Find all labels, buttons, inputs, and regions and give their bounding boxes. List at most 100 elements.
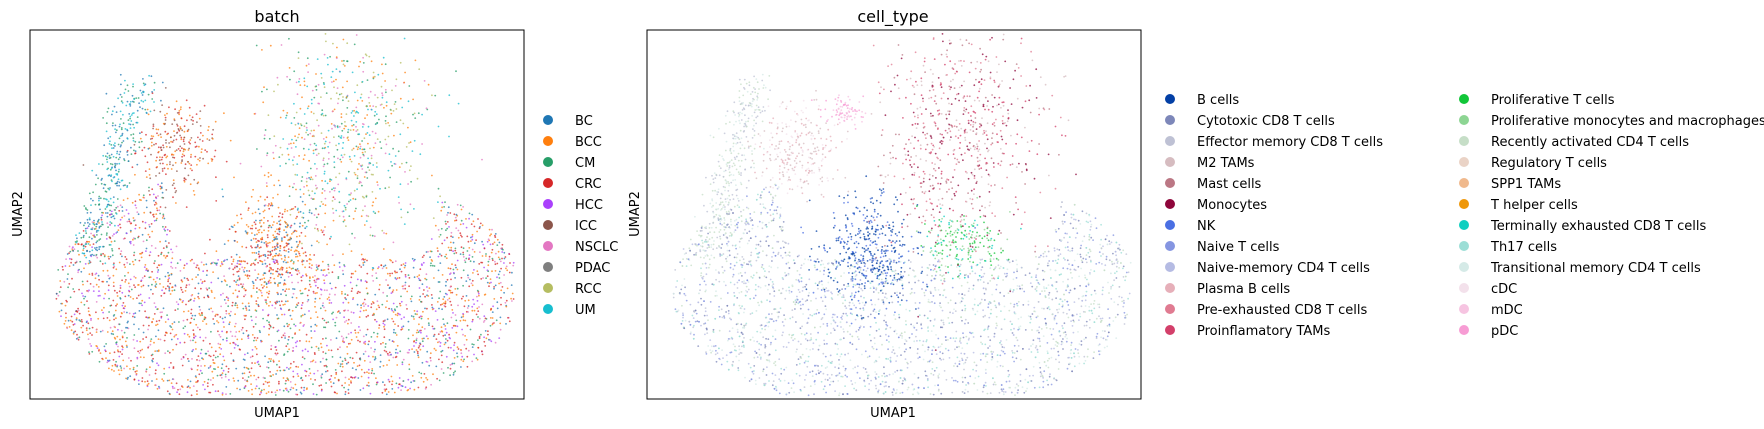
- point-batch: [483, 247, 486, 250]
- point-batch: [404, 281, 407, 284]
- point-batch: [110, 216, 113, 219]
- point-batch: [121, 210, 124, 212]
- point-batch: [320, 96, 322, 98]
- point-cell-type: [961, 381, 964, 383]
- point-batch: [168, 379, 171, 382]
- point-batch: [279, 273, 282, 276]
- point-batch: [104, 208, 107, 210]
- point-batch: [89, 343, 91, 345]
- point-batch: [344, 121, 346, 123]
- point-batch: [298, 252, 301, 255]
- point-batch: [96, 240, 99, 243]
- point-batch: [196, 264, 199, 267]
- point-batch: [321, 317, 324, 320]
- point-batch: [68, 252, 70, 255]
- point-cell-type: [1015, 336, 1018, 339]
- point-batch: [223, 326, 225, 328]
- point-batch: [130, 114, 133, 116]
- point-batch: [321, 373, 324, 376]
- point-batch: [123, 367, 125, 370]
- point-batch: [410, 300, 413, 303]
- point-batch: [421, 337, 424, 340]
- point-batch: [108, 319, 111, 322]
- point-batch: [173, 289, 176, 292]
- point-batch: [142, 331, 145, 334]
- point-batch: [122, 122, 125, 125]
- point-batch: [170, 140, 173, 143]
- point-batch: [374, 142, 377, 145]
- point-batch: [264, 380, 267, 383]
- point-batch: [325, 136, 328, 139]
- point-batch: [196, 359, 198, 361]
- point-batch: [183, 130, 186, 133]
- point-batch: [114, 128, 116, 131]
- point-batch: [144, 221, 147, 224]
- point-batch: [112, 299, 115, 302]
- point-batch: [156, 132, 158, 135]
- point-batch: [187, 357, 189, 360]
- point-batch: [272, 359, 275, 362]
- point-batch: [106, 215, 109, 218]
- point-batch: [95, 311, 97, 314]
- point-batch: [150, 135, 153, 137]
- point-batch: [168, 286, 171, 289]
- point-batch: [480, 278, 483, 280]
- point-batch: [301, 260, 303, 263]
- point-batch: [288, 238, 291, 241]
- point-batch: [136, 340, 139, 342]
- point-batch: [341, 292, 343, 295]
- point-batch: [116, 152, 118, 155]
- point-batch: [511, 292, 514, 295]
- point-batch: [147, 382, 150, 385]
- point-batch: [500, 303, 502, 306]
- point-batch: [344, 206, 347, 209]
- point-batch: [420, 300, 422, 303]
- point-cell-type: [1124, 279, 1126, 282]
- point-batch: [150, 288, 152, 291]
- point-batch: [126, 378, 129, 380]
- point-batch: [242, 283, 245, 286]
- point-batch: [120, 127, 123, 129]
- point-batch: [350, 192, 352, 195]
- point-batch: [399, 97, 402, 100]
- point-batch: [172, 378, 175, 381]
- point-batch: [120, 179, 123, 182]
- point-batch: [279, 282, 282, 284]
- point-batch: [99, 352, 102, 354]
- point-batch: [239, 388, 241, 391]
- point-cell-type: [1043, 287, 1046, 290]
- point-batch: [383, 328, 386, 331]
- point-batch: [308, 177, 310, 179]
- point-batch: [388, 307, 390, 310]
- point-batch: [116, 205, 119, 208]
- point-batch: [286, 147, 289, 150]
- point-batch: [334, 324, 337, 327]
- point-batch: [270, 174, 272, 177]
- point-batch: [254, 246, 257, 249]
- point-batch: [400, 264, 403, 266]
- point-batch: [367, 305, 370, 307]
- point-batch: [195, 323, 198, 326]
- point-batch: [341, 86, 344, 89]
- point-batch: [145, 239, 148, 242]
- point-batch: [314, 379, 316, 381]
- point-batch: [422, 380, 425, 383]
- point-batch: [239, 263, 242, 266]
- point-cell-type: [680, 288, 683, 291]
- point-batch: [236, 338, 239, 341]
- point-batch: [392, 331, 395, 334]
- point-batch: [85, 232, 88, 235]
- point-batch: [300, 315, 303, 318]
- point-batch: [172, 196, 174, 199]
- point-batch: [408, 368, 411, 371]
- point-batch: [476, 289, 479, 292]
- point-batch: [106, 232, 108, 235]
- point-batch: [257, 253, 260, 256]
- point-batch: [71, 247, 74, 250]
- point-batch: [139, 137, 142, 140]
- point-batch: [191, 314, 194, 317]
- point-batch: [165, 189, 168, 191]
- point-batch: [310, 197, 313, 200]
- point-batch: [438, 379, 441, 382]
- point-batch: [334, 286, 337, 289]
